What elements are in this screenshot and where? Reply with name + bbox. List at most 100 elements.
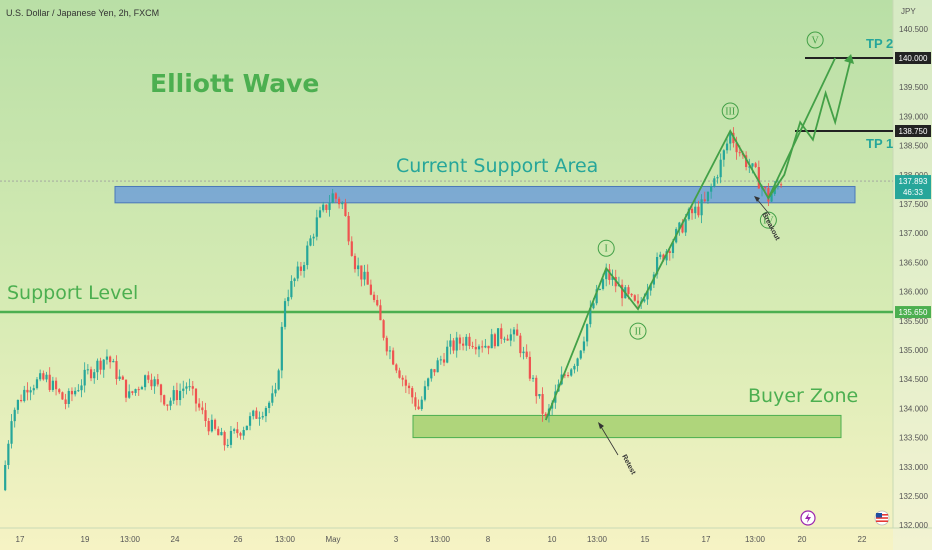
candle-body <box>697 206 700 216</box>
candle-body <box>487 345 490 349</box>
candle-body <box>93 372 96 379</box>
candle-body <box>121 376 124 380</box>
tp2-price-tag: 140.000 <box>895 52 931 64</box>
candle-body <box>655 257 659 275</box>
candle-body <box>331 193 334 204</box>
candle-body <box>207 420 210 432</box>
candle-body <box>185 386 188 389</box>
candle-body <box>303 265 306 271</box>
candle-body <box>287 297 290 302</box>
candle-body <box>703 199 706 202</box>
candle-body <box>423 386 427 400</box>
candle-body <box>118 376 121 380</box>
candle-body <box>570 369 573 376</box>
breakout-pointer <box>755 197 771 216</box>
candle-body <box>770 193 773 202</box>
candle-body <box>80 385 83 391</box>
price-axis-panel <box>893 0 932 550</box>
candle-body <box>322 204 325 211</box>
candle-body <box>722 150 725 160</box>
candle-body <box>290 281 293 298</box>
lightning-icon[interactable] <box>800 510 816 526</box>
candle-body <box>376 299 379 306</box>
candle-body <box>754 163 757 168</box>
us-flag-icon[interactable] <box>874 510 890 526</box>
svg-text:46:33: 46:33 <box>903 188 924 197</box>
y-tick-label: 137.000 <box>899 229 928 238</box>
candle-body <box>353 255 357 270</box>
candle-body <box>198 403 201 408</box>
candle-body <box>32 388 35 391</box>
candle-body <box>748 166 751 168</box>
x-tick-label: 13:00 <box>275 535 296 544</box>
candle-body <box>595 289 598 304</box>
candle-body <box>369 284 372 295</box>
projection-line <box>767 57 852 199</box>
candle-body <box>153 379 156 387</box>
x-tick-label: May <box>325 535 340 544</box>
candle-body <box>248 416 252 426</box>
candle-body <box>134 389 137 393</box>
candle-body <box>684 219 687 233</box>
candle-body <box>7 443 10 466</box>
elliott-wave-title: Elliott Wave <box>150 69 319 98</box>
y-tick-label: 132.500 <box>899 492 928 501</box>
candle-body <box>427 378 430 387</box>
x-axis-ticks: 17 19 13:00 24 26 13:00 May 3 13:00 8 10 13:00 15 17 1… <box>16 535 867 544</box>
candle-body <box>462 343 465 346</box>
candle-body <box>589 308 592 325</box>
candle-body <box>366 271 369 285</box>
x-tick-label: 8 <box>486 535 491 544</box>
candle-body <box>226 444 229 446</box>
x-tick-label: 10 <box>548 535 557 544</box>
candle-body <box>172 390 175 401</box>
candle-body <box>188 386 191 388</box>
wave-label-ii: II <box>629 322 647 340</box>
candle-body <box>671 242 675 253</box>
current-support-zone[interactable] <box>114 185 856 204</box>
candle-body <box>525 351 528 357</box>
wave-label-v: V <box>806 31 824 49</box>
candle-body <box>337 198 341 205</box>
candle-body <box>420 399 423 410</box>
candle-body <box>274 389 277 394</box>
projection-arrowhead <box>844 54 855 64</box>
candle-body <box>115 361 118 380</box>
candle-body <box>725 143 729 151</box>
candle-body <box>531 377 535 379</box>
y-tick-label: 132.000 <box>899 521 928 530</box>
svg-text:140.000: 140.000 <box>899 54 928 63</box>
support-level-label: Support Level <box>7 282 138 304</box>
candle-body <box>39 373 42 380</box>
candle-body <box>385 337 388 352</box>
candle-body <box>105 356 109 360</box>
candle-body <box>735 143 738 153</box>
candle-body <box>264 408 268 417</box>
candle-body <box>29 390 32 393</box>
candle-body <box>245 425 248 430</box>
candle-body <box>175 390 178 401</box>
y-tick-label: 134.000 <box>899 404 928 413</box>
candle-body <box>630 293 633 296</box>
buyer-zone[interactable] <box>412 414 842 439</box>
candle-body <box>414 397 417 407</box>
candle-body <box>236 429 239 434</box>
candle-body <box>99 360 102 370</box>
candle-body <box>700 199 703 216</box>
candle-body <box>67 390 70 404</box>
candle-body <box>576 358 579 366</box>
candle-body <box>242 429 245 436</box>
candle-body <box>372 294 376 300</box>
y-tick-label: 138.500 <box>899 142 928 151</box>
candle-body <box>764 186 767 189</box>
candle-body <box>439 359 442 361</box>
candle-body <box>452 340 455 351</box>
candle-body <box>592 303 595 309</box>
candle-body <box>86 369 89 371</box>
candle-body <box>128 391 131 398</box>
candle-body <box>455 337 458 351</box>
y-tick-label: 139.000 <box>899 112 928 121</box>
tp2-label: TP 2 <box>866 36 893 51</box>
